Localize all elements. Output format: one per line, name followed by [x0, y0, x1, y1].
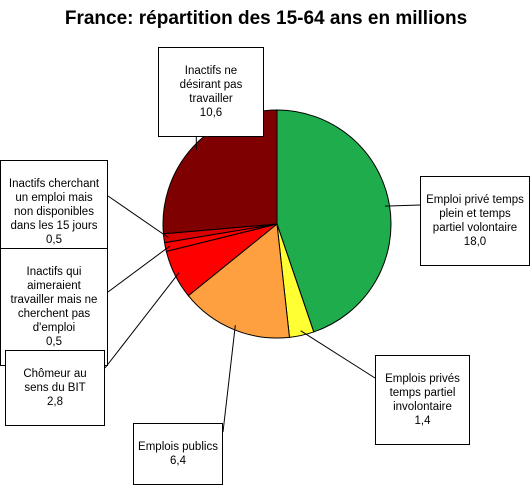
- leader-line: [108, 246, 170, 292]
- label-emplois-publics: Emplois publics 6,4: [133, 423, 223, 485]
- label-chomeur-bit: Chômeur au sens du BIT 2,8: [5, 350, 105, 426]
- leader-line: [108, 196, 168, 238]
- label-inactifs-aimeraient: Inactifs qui aimeraient travailler mais …: [0, 248, 108, 366]
- leader-line: [301, 331, 375, 378]
- leader-line: [223, 325, 235, 432]
- leader-line: [105, 273, 179, 368]
- leader-line: [385, 205, 420, 206]
- label-emploi-prive-plein: Emploi privé temps plein et temps partie…: [420, 176, 530, 266]
- label-emplois-prives-partiel: Emplois privés temps partiel involontair…: [375, 355, 470, 445]
- label-inactifs-ne-desirant: Inactifs ne désirant pas travailler 10,6: [158, 47, 264, 137]
